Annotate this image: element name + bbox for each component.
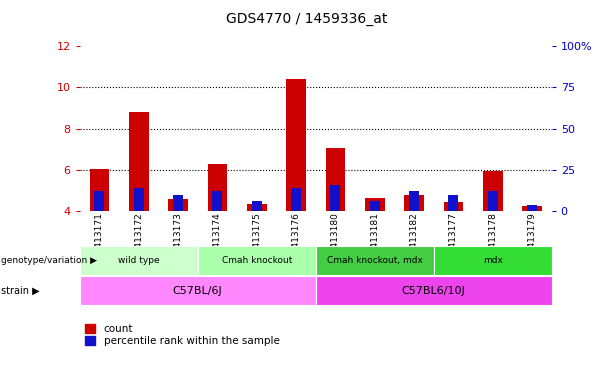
- Bar: [134, 188, 143, 211]
- Bar: [213, 191, 223, 211]
- Bar: [330, 185, 340, 211]
- Text: C57BL6/10J: C57BL6/10J: [402, 286, 465, 296]
- Text: strain ▶: strain ▶: [1, 286, 39, 296]
- Bar: [522, 206, 542, 211]
- Bar: [527, 205, 537, 211]
- Bar: [404, 195, 424, 211]
- Text: GDS4770 / 1459336_at: GDS4770 / 1459336_at: [226, 12, 387, 26]
- Bar: [129, 112, 148, 211]
- Bar: [252, 201, 262, 211]
- Text: Cmah knockout, mdx: Cmah knockout, mdx: [327, 256, 422, 265]
- Text: Cmah knockout: Cmah knockout: [221, 256, 292, 265]
- Bar: [286, 79, 306, 211]
- Bar: [488, 191, 498, 211]
- Bar: [80, 246, 197, 275]
- Text: genotype/variation ▶: genotype/variation ▶: [1, 256, 97, 265]
- Bar: [409, 191, 419, 211]
- Bar: [316, 276, 552, 305]
- Bar: [168, 199, 188, 211]
- Bar: [208, 164, 227, 211]
- Bar: [483, 171, 503, 211]
- Bar: [444, 202, 463, 211]
- Legend: count, percentile rank within the sample: count, percentile rank within the sample: [85, 324, 280, 346]
- Bar: [316, 246, 434, 275]
- Bar: [247, 204, 267, 211]
- Bar: [197, 246, 316, 275]
- Bar: [89, 169, 109, 211]
- Bar: [370, 201, 379, 211]
- Text: wild type: wild type: [118, 256, 159, 265]
- Bar: [173, 195, 183, 211]
- Bar: [94, 191, 104, 211]
- Bar: [80, 276, 316, 305]
- Bar: [365, 198, 384, 211]
- Bar: [449, 195, 459, 211]
- Bar: [291, 188, 301, 211]
- Bar: [434, 246, 552, 275]
- Text: C57BL/6J: C57BL/6J: [173, 286, 223, 296]
- Text: mdx: mdx: [483, 256, 503, 265]
- Bar: [326, 148, 345, 211]
